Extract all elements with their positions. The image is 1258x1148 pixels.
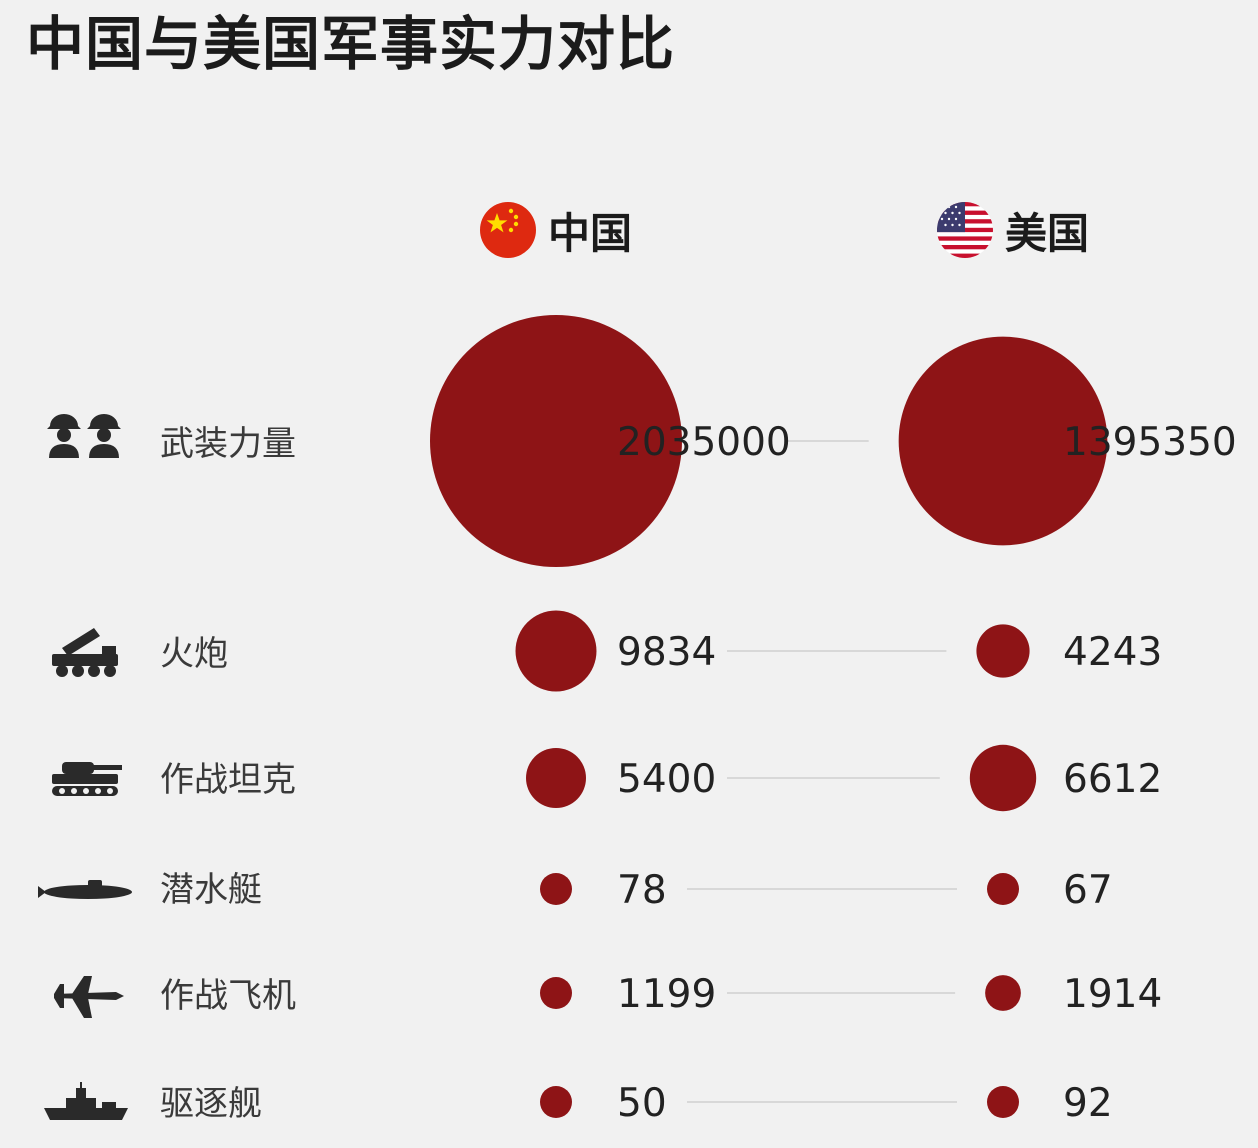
china-flag-icon [480, 202, 536, 258]
value-labels: 2035000 1395350 9834 4243 5400 6612 78 67 1199 19… [617, 420, 1237, 1126]
value-label-china: 1199 [617, 972, 716, 1017]
country-header-china: 中国 [480, 198, 632, 262]
value-label-usa: 6612 [1063, 757, 1162, 802]
value-label-china: 50 [617, 1081, 667, 1126]
value-label-china: 5400 [617, 757, 716, 802]
category-label-submarines: 潜水艇 [160, 870, 262, 910]
bubble-china [430, 315, 682, 567]
value-label-china: 78 [617, 868, 667, 913]
bubble-usa [987, 873, 1019, 905]
value-label-usa: 4243 [1063, 630, 1162, 675]
category-label-armed-forces: 武装力量 [160, 424, 296, 464]
value-label-usa: 1395350 [1063, 420, 1237, 465]
category-label-destroyers: 驱逐舰 [160, 1084, 262, 1124]
value-label-china: 9834 [617, 630, 716, 675]
connector-lines [687, 440, 957, 1103]
value-label-usa: 92 [1063, 1081, 1113, 1126]
country-name-usa: 美国 [1005, 208, 1090, 258]
bubble-china [515, 610, 597, 692]
bubble-china [526, 748, 586, 808]
rocket-launcher-icon [32, 622, 136, 682]
tank-icon [32, 748, 136, 808]
category-label-tanks: 作战坦克 [160, 760, 296, 800]
soldiers-icon [32, 412, 136, 472]
usa-flag-icon [937, 202, 993, 258]
category-label-artillery: 火炮 [160, 634, 228, 674]
country-name-china: 中国 [548, 208, 633, 258]
bubble-usa [898, 336, 1108, 546]
submarine-icon [32, 858, 136, 918]
bubbles [430, 315, 1108, 1118]
bubble-china [540, 1086, 572, 1118]
bubble-usa [969, 744, 1037, 812]
fighter-jet-icon [32, 966, 136, 1026]
page-title: 中国与美国军事实力对比 [26, 10, 676, 78]
bubble-china [540, 873, 572, 905]
bubble-usa [987, 1086, 1019, 1118]
value-label-usa: 1914 [1063, 972, 1162, 1017]
value-label-usa: 67 [1063, 868, 1113, 913]
bubble-usa [976, 624, 1030, 678]
destroyer-icon [32, 1074, 136, 1134]
category-label-aircraft: 作战飞机 [160, 976, 296, 1016]
bubble-usa [985, 975, 1021, 1011]
bubble-china [540, 977, 572, 1009]
country-header-usa: 美国 [937, 198, 1089, 262]
value-label-china: 2035000 [617, 420, 791, 465]
